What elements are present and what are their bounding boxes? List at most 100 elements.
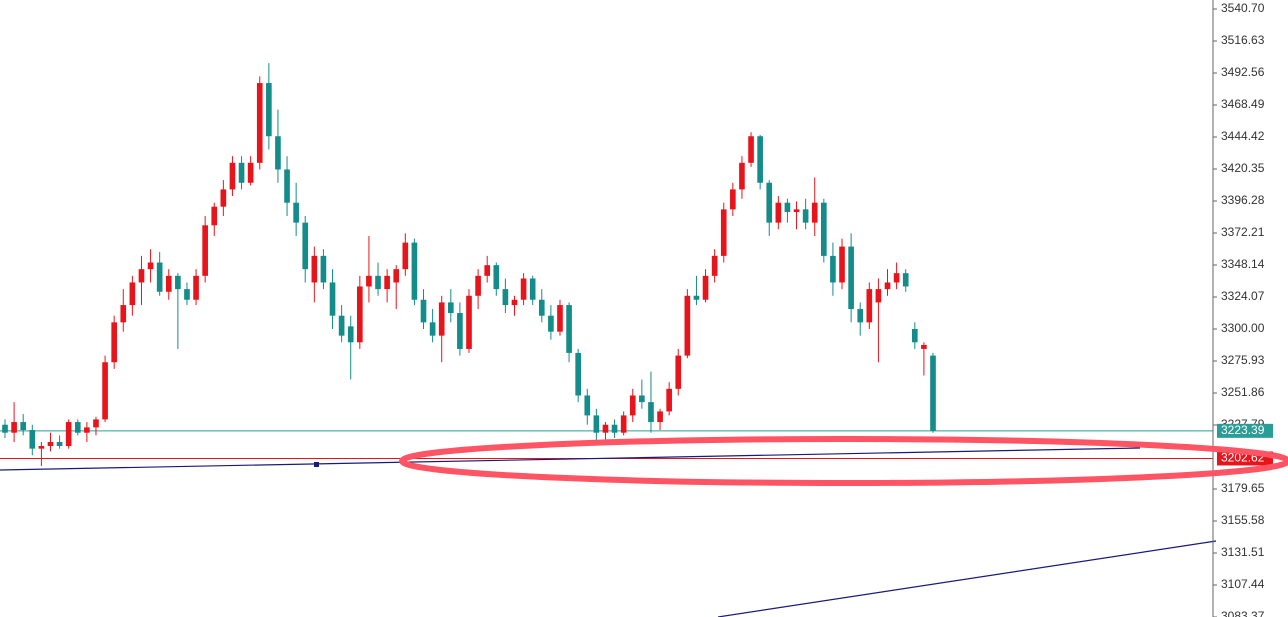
candle-body [811, 202, 818, 223]
candle-body [74, 422, 81, 433]
candle-body [720, 209, 727, 256]
candle-body [648, 402, 654, 423]
candle-body [620, 415, 627, 433]
candle-body [84, 427, 90, 433]
candle-body [247, 162, 254, 183]
candle-body [757, 136, 763, 183]
candle-body [457, 313, 463, 349]
candle-body [266, 83, 272, 137]
candle-body [748, 136, 754, 163]
candle-body [639, 395, 645, 403]
y-tick-label: 3155.58 [1221, 513, 1265, 527]
candle-body [411, 242, 418, 300]
candle-body [575, 352, 581, 396]
candle-body [666, 388, 672, 412]
candle-body [584, 395, 591, 416]
candle-body [866, 289, 873, 323]
candle-body [611, 424, 618, 433]
candle-body [520, 278, 527, 300]
candle-body [821, 202, 827, 256]
candle-body [366, 275, 372, 287]
y-tick-label: 3300.00 [1221, 321, 1265, 335]
candle-body [338, 315, 345, 336]
candle-body [602, 424, 609, 433]
y-tick-label: 3540.70 [1221, 1, 1265, 15]
candle-body [29, 430, 36, 449]
candle-body [293, 202, 299, 223]
y-tick-label: 3516.63 [1221, 33, 1265, 47]
candle-body [429, 322, 436, 336]
candle-body [138, 269, 145, 283]
y-tick-label: 3444.42 [1221, 129, 1265, 143]
candle-body [493, 265, 500, 290]
candle-body [902, 273, 909, 287]
candle-body [793, 209, 800, 213]
candle-body [693, 295, 700, 300]
candle-body [484, 265, 491, 276]
candle-body [911, 329, 918, 343]
candle-body [120, 305, 127, 323]
candle-body [875, 289, 882, 303]
candle-body [56, 442, 63, 446]
candle-body [857, 309, 864, 323]
candle-body [275, 136, 281, 170]
y-tick-label: 3107.44 [1221, 577, 1265, 591]
candle-body [375, 275, 381, 290]
candle-body [284, 169, 290, 203]
candle-body [675, 355, 682, 389]
y-tick-label: 3372.21 [1221, 225, 1265, 239]
candle-body [357, 286, 363, 343]
candle-body [347, 326, 354, 343]
y-tick-label: 3324.07 [1221, 289, 1265, 303]
candle-body [629, 395, 636, 416]
candle-body [884, 282, 891, 290]
candle-body [111, 322, 117, 363]
y-tick-label: 3131.51 [1221, 545, 1265, 559]
candle-body [202, 225, 208, 276]
candle-body [548, 315, 554, 332]
candle-body [566, 305, 572, 353]
candle-body [211, 206, 218, 226]
plot-area [0, 63, 1213, 466]
candle-body [129, 282, 136, 306]
candle-body [220, 189, 227, 207]
candle-body [175, 275, 181, 290]
candle-body [775, 202, 782, 223]
candle-body [193, 275, 199, 300]
candle-body [20, 422, 27, 431]
candle-body [165, 275, 172, 292]
candle-body [229, 162, 236, 190]
candle-body [47, 442, 54, 446]
candle-body [557, 305, 563, 332]
candle-body [156, 262, 163, 292]
candle-body [529, 278, 536, 300]
candle-body [839, 246, 845, 283]
candle-body [848, 246, 854, 310]
candle-body [784, 202, 791, 213]
candle-body [302, 222, 309, 270]
candle-body [921, 344, 927, 349]
candle-body [538, 299, 545, 316]
y-tick-label: 3420.35 [1221, 161, 1265, 175]
current-price-label: 3223.39 [1221, 423, 1265, 437]
candle-body [930, 355, 936, 431]
candle-body [438, 302, 445, 336]
candle-body [711, 255, 718, 276]
candle-body [11, 422, 17, 433]
candle-body [684, 295, 691, 356]
trend-line [0, 447, 1141, 471]
candle-body [830, 255, 836, 283]
candle-body [184, 289, 190, 300]
y-tick-label: 3275.93 [1221, 353, 1265, 367]
candle-body [511, 299, 518, 306]
candle-body [420, 299, 427, 323]
y-tick-label: 3348.14 [1221, 257, 1265, 271]
candle-body [730, 189, 736, 210]
y-tick-label: 3251.86 [1221, 385, 1265, 399]
candle-body [893, 273, 900, 283]
candle-body [311, 255, 318, 283]
y-tick-label: 3179.65 [1221, 481, 1265, 495]
candle-body [657, 411, 663, 423]
y-tick-label: 3468.49 [1221, 97, 1265, 111]
